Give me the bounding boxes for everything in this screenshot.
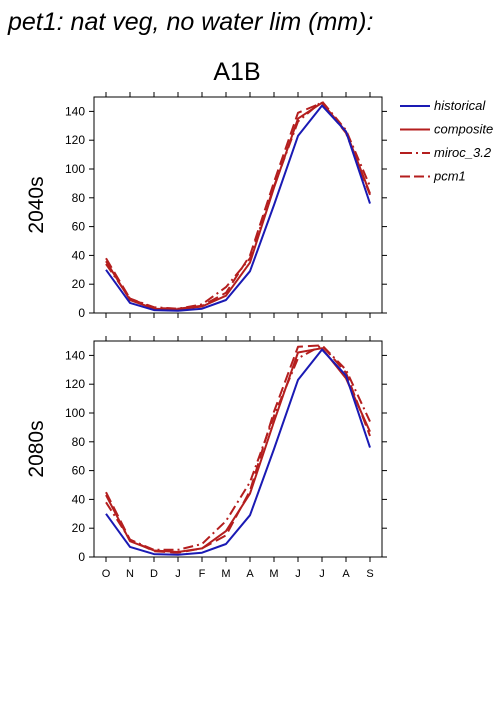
y-tick-label: 20 — [72, 521, 86, 535]
series-line-pcm1 — [105, 101, 371, 310]
panel-label: 2080s — [25, 420, 48, 477]
x-tick-label: A — [342, 568, 350, 580]
y-tick-label: 60 — [72, 220, 86, 234]
panel-frame — [93, 96, 383, 314]
x-tick-label: J — [319, 568, 325, 580]
panel-2080s: 0 20 40 60 80 100 120 140 O N D J F M A M J J A S 2080s — [25, 336, 387, 580]
x-tick-label: S — [366, 568, 373, 580]
panel-2040s: 0 20 40 60 80 100 120 140 2040s — [25, 92, 387, 320]
x-tick-label: J — [175, 568, 181, 580]
y-tick-label: 40 — [72, 248, 86, 262]
legend-label-composite: composite — [434, 122, 493, 137]
x-tick-label: D — [150, 568, 158, 580]
series-line-composite — [105, 347, 371, 553]
x-tick-label: O — [102, 568, 111, 580]
series-line-historical — [105, 104, 371, 312]
y-tick-label: 0 — [78, 306, 85, 320]
chart-panels: 0 20 40 60 80 100 120 140 2040s 0 20 40 60 80 100 120 14… — [25, 92, 387, 580]
y-tick-label: 140 — [65, 348, 85, 362]
panel-frame — [93, 340, 383, 558]
page-title: pet1: nat veg, no water lim (mm): — [8, 8, 374, 36]
panel-label: 2040s — [25, 176, 48, 233]
y-tick-label: 0 — [78, 550, 85, 564]
y-tick-label: 80 — [72, 191, 86, 205]
x-tick-label: A — [246, 568, 254, 580]
legend-label-miroc-3-2: miroc_3.2 — [434, 145, 492, 160]
x-tick-label: N — [126, 568, 134, 580]
x-tick-label: M — [269, 568, 278, 580]
y-tick-label: 120 — [65, 133, 85, 147]
legend-label-historical: historical — [434, 98, 486, 113]
x-tick-label: M — [221, 568, 230, 580]
series-line-miroc-3-2 — [105, 344, 371, 551]
legend-label-pcm1: pcm1 — [433, 169, 466, 184]
series-line-historical — [105, 348, 371, 556]
x-tick-label: F — [199, 568, 206, 580]
y-tick-label: 120 — [65, 377, 85, 391]
y-tick-label: 100 — [65, 406, 85, 420]
chart-title: A1B — [213, 58, 260, 86]
y-tick-label: 100 — [65, 162, 85, 176]
series-line-pcm1 — [105, 344, 371, 554]
y-tick-label: 80 — [72, 435, 86, 449]
y-tick-label: 20 — [72, 277, 86, 291]
chart-legend: historical composite miroc_3.2 pcm1 — [400, 98, 493, 184]
x-tick-label: J — [295, 568, 301, 580]
series-line-composite — [105, 101, 371, 311]
y-tick-label: 140 — [65, 104, 85, 118]
y-tick-label: 40 — [72, 492, 86, 506]
y-tick-label: 60 — [72, 464, 86, 478]
